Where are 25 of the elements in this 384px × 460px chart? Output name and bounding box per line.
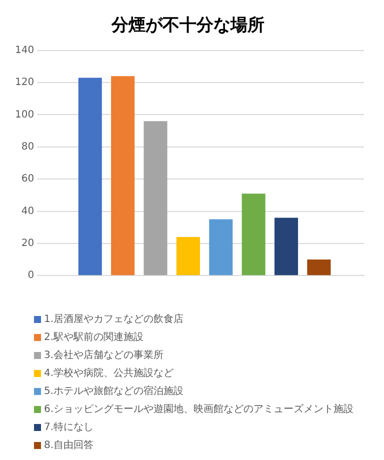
y-tick-label: 120: [14, 77, 34, 88]
y-tick-label: 0: [28, 270, 34, 282]
y-tick-label: 100: [14, 109, 34, 120]
y-tick-label: 80: [21, 142, 34, 153]
y-tick-label: 40: [21, 206, 34, 217]
bar: [307, 260, 331, 276]
bar: [78, 78, 102, 276]
bar: [242, 194, 266, 276]
legend-label: 7.特になし: [44, 420, 94, 434]
chart-title: 分煙が不十分な場所: [110, 16, 264, 36]
bar: [111, 76, 135, 276]
y-tick-label: 60: [21, 174, 34, 185]
bar: [274, 218, 298, 276]
legend-label: 5.ホテルや旅館などの宿泊施設: [44, 384, 184, 398]
legend-label: 3.会社や店舗などの事業所: [44, 348, 164, 362]
bar: [176, 236, 200, 276]
y-tick-label: 140: [14, 44, 34, 56]
legend-label: 1.居酒屋やカフェなどの飲食店: [44, 312, 184, 326]
legend-label: 8.自由回答: [44, 438, 94, 452]
y-tick-label: 20: [21, 238, 34, 250]
legend-label: 2.駅や駅前の関連施設: [44, 330, 144, 344]
bar: [144, 121, 168, 276]
legend-label: 6.ショッピングモールや遊園地、映画館などのアミューズメント施設: [44, 402, 354, 416]
legend-label: 4.学校や病院、公共施設など: [44, 366, 174, 380]
bar: [209, 219, 233, 276]
